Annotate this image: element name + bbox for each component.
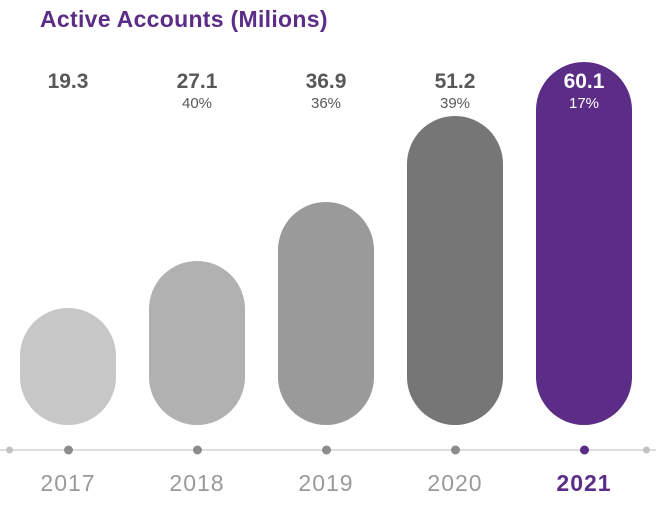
bar-2019 [278, 202, 374, 425]
year-label-2018: 2018 [169, 470, 225, 496]
year-label-2017: 2017 [40, 470, 96, 496]
bar-label-group: 51.2 39% [407, 70, 503, 113]
bar-growth-pct-label: 36% [310, 95, 342, 113]
axis-dot-2017 [63, 445, 73, 455]
year-label-2021: 2021 [556, 470, 612, 496]
bar-label-group: 36.9 36% [278, 70, 374, 113]
bar-label-group: 27.1 40% [149, 70, 245, 113]
bar-2020 [407, 116, 503, 425]
bar-value-label: 51.2 [434, 70, 476, 93]
bar-value-label: 60.1 [563, 70, 605, 93]
axis-dot-2018 [192, 445, 202, 455]
year-axis-labels: 2017 2018 2019 2020 2021 [0, 470, 656, 497]
bar-value-label: 27.1 [176, 70, 218, 93]
bar-2021 [536, 62, 632, 425]
bar-growth-pct-label: 39% [439, 95, 471, 113]
year-label-2019: 2019 [298, 470, 354, 496]
bar-column-2018: 27.1 40% [149, 62, 245, 425]
bar-chart: 19.3 27.1 40% 36.9 36% 51.2 39% 60.1 17% [0, 62, 656, 425]
bar-column-2020: 51.2 39% [407, 62, 503, 425]
bar-2017 [20, 308, 116, 425]
axis-dot-2020 [450, 445, 460, 455]
bar-growth-pct-label: 40% [181, 95, 213, 113]
bar-2018 [149, 261, 245, 425]
bar-value-label: 36.9 [305, 70, 347, 93]
axis-end-dot-right [643, 446, 650, 454]
bar-label-group: 60.1 17% [536, 70, 632, 113]
bar-column-2019: 36.9 36% [278, 62, 374, 425]
axis-dot-2021 [579, 445, 589, 455]
year-label-2020: 2020 [427, 470, 483, 496]
bar-column-2021: 60.1 17% [536, 62, 632, 425]
axis-end-dot-left [6, 446, 13, 454]
axis-dot-2019 [321, 445, 331, 455]
bar-value-label: 19.3 [47, 70, 89, 93]
bar-column-2017: 19.3 [20, 62, 116, 425]
bar-growth-pct-label: 17% [568, 95, 600, 113]
chart-title: Active Accounts (Milions) [40, 6, 328, 32]
bar-label-group: 19.3 [20, 70, 116, 93]
